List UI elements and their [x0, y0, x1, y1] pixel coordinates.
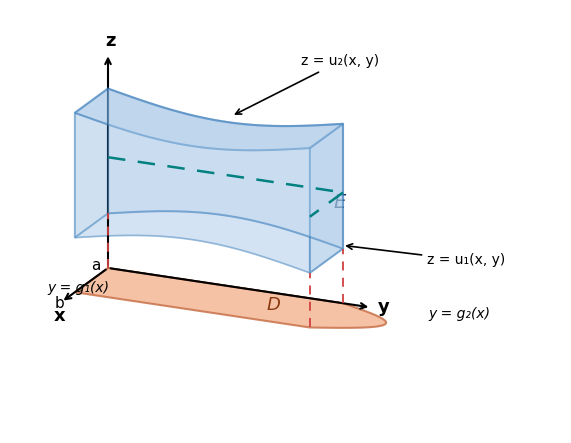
Text: y = g₂(x): y = g₂(x) [428, 307, 490, 321]
Polygon shape [75, 89, 108, 237]
Text: z = u₁(x, y): z = u₁(x, y) [347, 244, 505, 267]
Text: y = g₁(x): y = g₁(x) [47, 281, 109, 295]
Text: D: D [267, 296, 281, 314]
Polygon shape [75, 268, 386, 328]
Text: E: E [333, 193, 346, 212]
Polygon shape [75, 89, 343, 150]
Text: a: a [91, 257, 100, 272]
Text: x: x [53, 307, 65, 325]
Text: z: z [104, 31, 115, 50]
Polygon shape [108, 89, 343, 249]
Polygon shape [310, 124, 343, 273]
Polygon shape [75, 113, 310, 273]
Text: z = u₂(x, y): z = u₂(x, y) [236, 54, 380, 114]
Polygon shape [75, 211, 343, 273]
Text: b: b [55, 296, 65, 311]
Text: y: y [378, 299, 390, 316]
